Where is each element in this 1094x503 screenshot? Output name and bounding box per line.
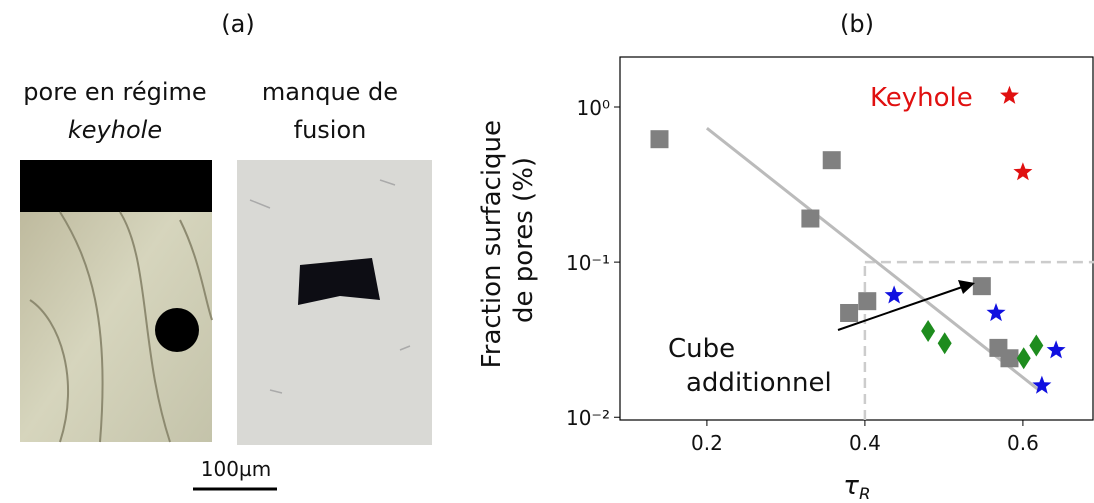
square-marker <box>822 151 841 170</box>
x-tick-label: 0.4 <box>849 431 881 455</box>
diamond-marker <box>1016 347 1031 370</box>
caption: manque de <box>262 78 398 106</box>
star-marker <box>884 285 904 304</box>
diamond-marker <box>1029 334 1044 357</box>
y-axis-label-line: de pores (%) <box>509 157 539 323</box>
scale-bar-label: 100µm <box>201 457 271 481</box>
star-marker <box>986 303 1006 322</box>
micrograph-fusion <box>237 160 432 445</box>
square-marker <box>840 303 859 322</box>
arrowhead <box>958 280 975 294</box>
y-tick-label: 10⁻² <box>566 406 610 430</box>
annotation: Keyhole <box>870 83 973 113</box>
x-tick-label: 0.2 <box>691 431 723 455</box>
star-marker <box>1000 85 1019 104</box>
caption: fusion <box>294 116 367 144</box>
annotation: Cube <box>668 334 735 364</box>
star-marker <box>1032 375 1052 394</box>
caption: pore en régime <box>23 78 206 106</box>
star-marker <box>1013 162 1033 181</box>
y-axis-label-line: Fraction surfacique <box>477 120 507 368</box>
panel-label: (b) <box>840 10 874 38</box>
star-marker <box>1046 340 1066 359</box>
panel-label: (a) <box>221 10 254 38</box>
caption: keyhole <box>68 116 162 144</box>
square-marker <box>650 130 669 149</box>
x-tick-label: 0.6 <box>1007 431 1039 455</box>
plot-frame <box>619 56 1094 421</box>
square-marker <box>1000 349 1019 368</box>
x-axis-symbol: τ <box>843 471 859 499</box>
square-marker <box>972 277 991 296</box>
diamond-marker <box>937 332 952 355</box>
annotation: additionnel <box>686 368 832 398</box>
trend-line <box>705 127 1040 392</box>
diamond-marker <box>921 319 936 342</box>
y-tick-label: 10⁰ <box>577 96 610 120</box>
x-axis-subscript: R <box>859 485 871 499</box>
y-axis-label: Fraction surfacique de pores (%) <box>477 112 539 369</box>
square-marker <box>858 292 877 311</box>
micrograph-keyhole <box>20 160 213 443</box>
arrow <box>837 284 969 331</box>
y-tick-label: 10⁻¹ <box>566 251 610 275</box>
square-marker <box>801 209 820 228</box>
x-axis-label: τR <box>843 471 870 499</box>
